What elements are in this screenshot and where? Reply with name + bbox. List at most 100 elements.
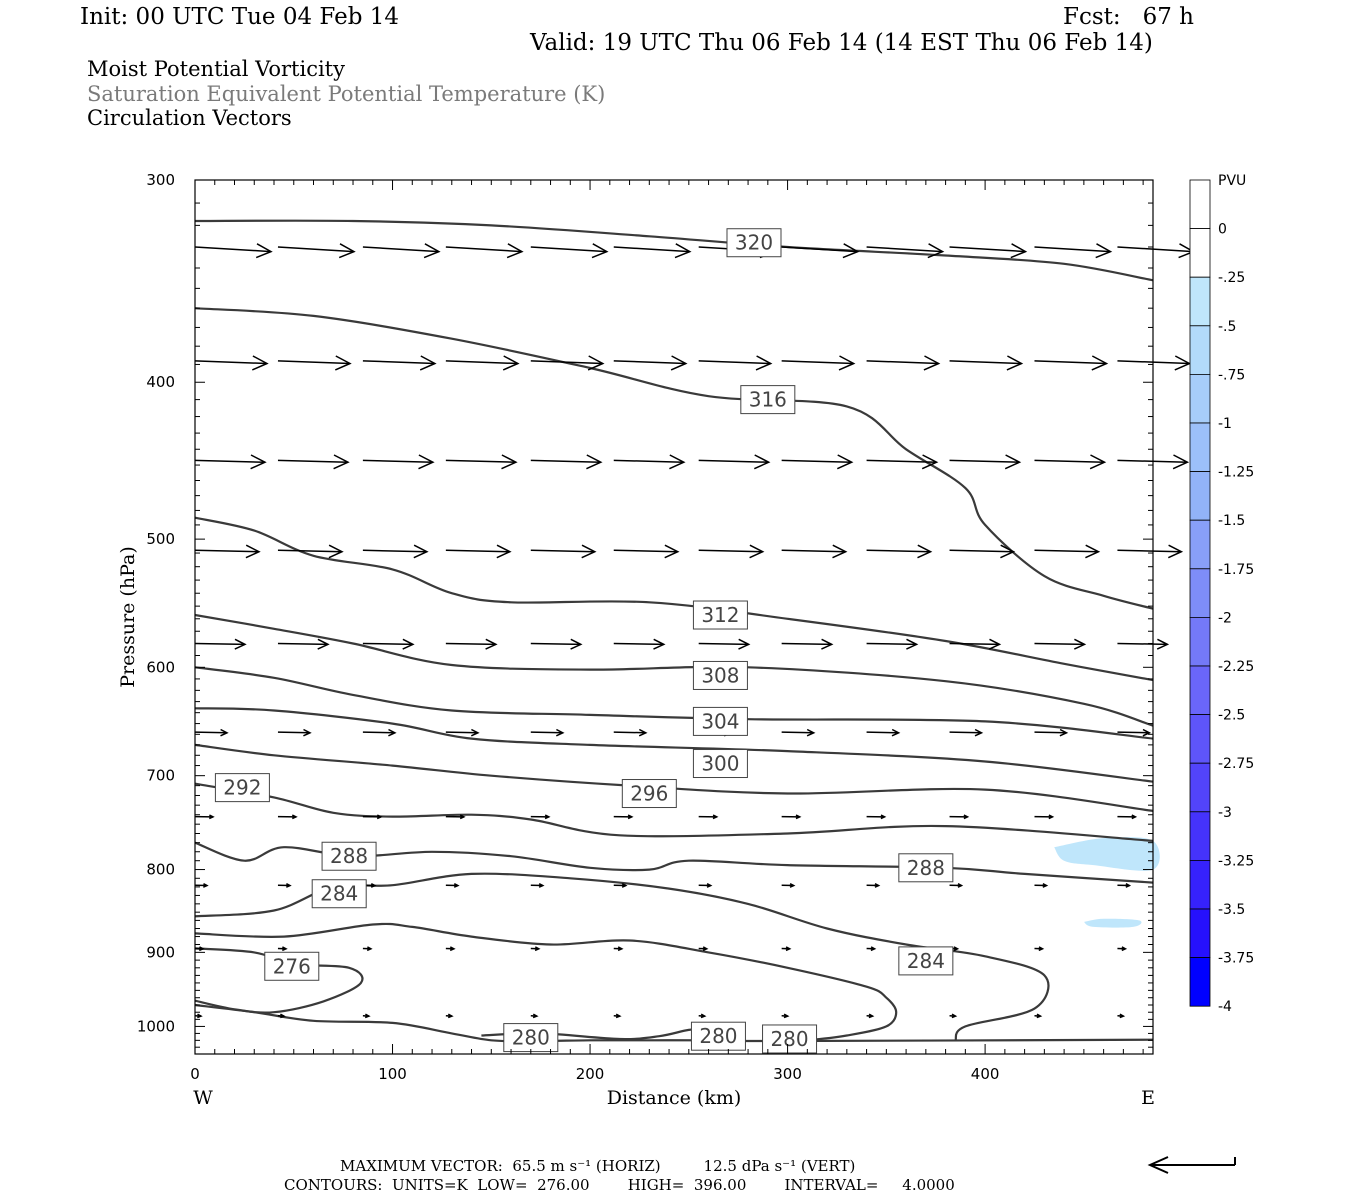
vector-arrow (362, 1013, 371, 1019)
vector-arrow (613, 1013, 622, 1019)
vector-arrow (530, 814, 551, 820)
vector-arrow (866, 243, 945, 259)
colorbar-swatch (1189, 762, 1211, 813)
vector-arrow (1034, 544, 1101, 559)
vector-arrow (698, 454, 771, 470)
vector-arrow (949, 454, 1022, 470)
vector-arrow (698, 883, 713, 888)
vector-arrow (698, 638, 751, 650)
x-axis-label: Distance (km) (607, 1087, 742, 1109)
contour-label: 296 (621, 779, 677, 809)
contour-label-text: 316 (749, 388, 787, 412)
vector-arrow (277, 355, 352, 371)
colorbar-swatch (1189, 228, 1211, 278)
vector-arrow (530, 638, 583, 650)
east-label: E (1141, 1087, 1155, 1109)
vector-arrow (613, 883, 628, 888)
vector-arrow (194, 243, 273, 259)
contour-label-text: 284 (907, 949, 945, 973)
vector-arrow (1117, 946, 1128, 952)
axis-ticks: 300 400 500 600 700 800 900 1000 0 100 200 300 400 (137, 171, 1153, 1083)
vector-arrow (698, 814, 719, 820)
contour-labels: 320 316 312 308 304 300 296 292 288 288 284 284 276 2… (214, 228, 954, 1054)
vector-arrow (194, 454, 267, 470)
field-title-vectors: Circulation Vectors (87, 106, 292, 130)
vector-arrow (530, 544, 597, 559)
vector-arrow (781, 454, 854, 470)
contour-label-text: 296 (630, 782, 668, 806)
vector-arrow (698, 355, 773, 371)
y-axis-label: Pressure (hPa) (117, 546, 139, 688)
circulation-vectors (194, 243, 1196, 1019)
vector-arrow (781, 946, 792, 952)
vector-arrow (277, 728, 312, 737)
vector-arrow (781, 1013, 790, 1019)
pv-region-7 (1083, 918, 1142, 928)
colorbar-swatch (1189, 714, 1211, 764)
vector-arrow (277, 454, 350, 470)
vector-arrow (1117, 544, 1184, 559)
vector-arrow (530, 355, 605, 371)
vector-arrow (362, 544, 429, 559)
colorbar-level: -1.5 (1218, 513, 1245, 529)
vector-arrow (781, 243, 860, 259)
vector-arrow (781, 883, 796, 888)
vector-arrow (362, 454, 435, 470)
contour-label-text: 320 (735, 231, 773, 255)
vector-arrow (781, 814, 802, 820)
colorbar-level: -3.75 (1218, 951, 1254, 967)
colorbar-level: -.5 (1218, 319, 1236, 335)
vector-arrow (194, 1013, 203, 1019)
vector-arrow (530, 728, 565, 737)
colorbar-level: -.25 (1218, 270, 1245, 286)
vector-arrow (1034, 638, 1087, 650)
contour-label-text: 312 (701, 603, 739, 627)
contour-label: 280 (690, 1021, 746, 1051)
vector-arrow (194, 728, 229, 737)
vector-arrow (949, 544, 1016, 559)
y-tick-label: 600 (146, 658, 175, 676)
vector-arrow (1034, 454, 1107, 470)
vector-arrow (613, 243, 692, 259)
vector-arrow (866, 814, 887, 820)
vector-arrow (530, 1013, 539, 1019)
vector-arrow (362, 638, 415, 650)
colorbar-level: -2.25 (1218, 659, 1254, 675)
vector-arrow (866, 454, 939, 470)
vector-arrow (949, 728, 984, 737)
contour-308 (194, 613, 1154, 727)
colorbar-swatch (1189, 325, 1211, 375)
contour-288 (194, 841, 1154, 884)
vector-arrow (362, 355, 437, 371)
contour-label: 284 (898, 946, 954, 976)
colorbar-swatch (1189, 568, 1211, 618)
vector-arrow (949, 883, 964, 888)
reference-vector-arrow (1147, 1156, 1236, 1174)
contour-label: 284 (311, 879, 367, 909)
contour-label-text: 304 (701, 709, 739, 733)
theta-contours (194, 219, 1154, 1043)
x-tick-label: 200 (576, 1065, 605, 1083)
forecast-hour: Fcst: 67 h (1063, 4, 1194, 30)
colorbar-level: -.75 (1218, 367, 1245, 383)
vector-arrow (1034, 883, 1049, 888)
plot-border (194, 179, 1154, 1055)
colorbar: PVU 0 -.25 -.5 -.75 -1 -1.25 -1.5 -1.75 -2 -2.25 -2… (1189, 173, 1254, 1015)
contour-label: 276 (264, 951, 320, 981)
colorbar-swatch (1189, 665, 1211, 715)
contour-sfc-a (194, 1003, 1154, 1043)
vector-arrow (613, 814, 634, 820)
vector-arrow (445, 454, 518, 470)
colorbar-swatch (1189, 860, 1211, 910)
vector-arrow (445, 883, 460, 888)
vector-arrow (194, 814, 215, 820)
contour-label-text: 288 (330, 844, 368, 868)
vector-arrow (277, 1013, 286, 1019)
colorbar-swatch (1189, 957, 1211, 1007)
vector-arrow (1117, 728, 1152, 737)
vector-arrow (445, 946, 456, 952)
plot-frame (194, 179, 1154, 1055)
vector-arrow (613, 355, 688, 371)
x-tick-label: 100 (378, 1065, 407, 1083)
contour-label: 288 (898, 853, 954, 883)
